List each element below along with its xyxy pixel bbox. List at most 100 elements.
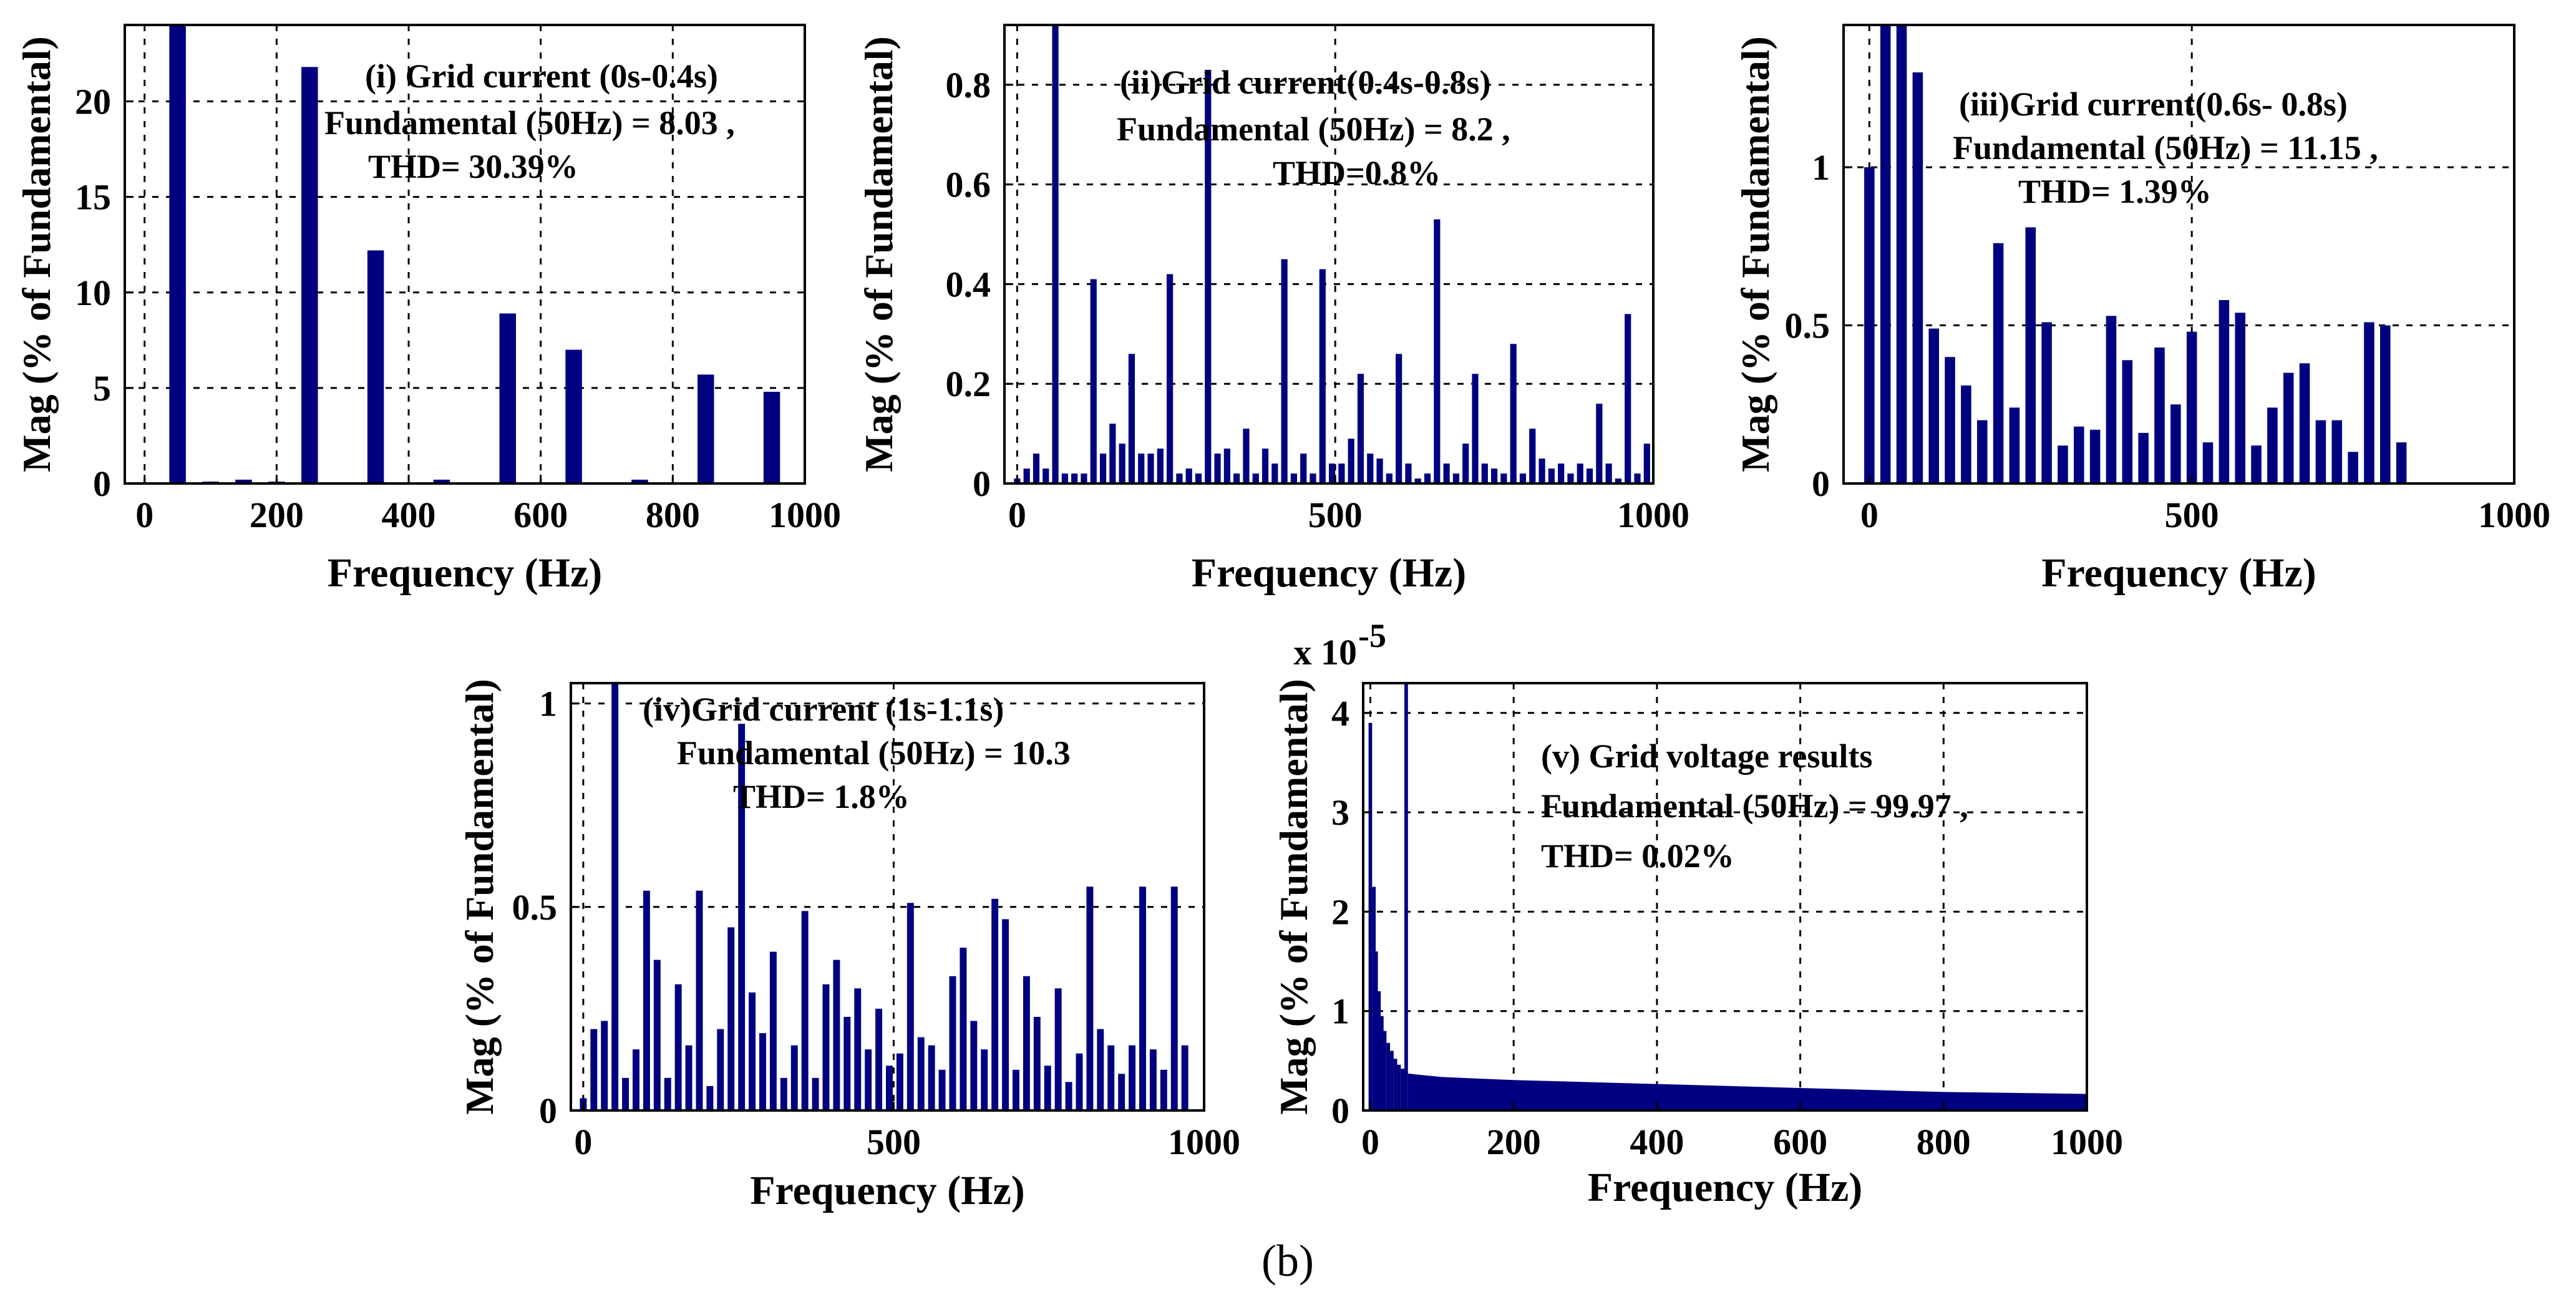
spectrum-bar — [1586, 469, 1593, 483]
spectrum-bar — [2074, 426, 2084, 483]
spectrum-chart-i: 0 200 400 600 800 1000 0 5 10 15 20 Frequency (Hz) M… — [14, 24, 841, 596]
spectrum-bar — [1864, 167, 1875, 483]
bar-series — [1368, 683, 2088, 1111]
spectrum-bar — [970, 1021, 978, 1110]
spectrum-bar — [2299, 363, 2310, 483]
annotation-line: Fundamental (50Hz) = 99.97 , — [1541, 787, 1968, 825]
x-tick-label: 0 — [135, 495, 153, 535]
x-tick-label: 600 — [1773, 1122, 1827, 1162]
spectrum-bar — [1043, 469, 1049, 483]
y-tick-label: 1 — [1331, 991, 1349, 1032]
spectrum-bar — [1071, 474, 1078, 483]
spectrum-bar — [1052, 25, 1059, 483]
spectrum-bar — [1076, 1053, 1083, 1110]
spectrum-bar — [949, 976, 956, 1110]
spectrum-bar — [2009, 407, 2020, 483]
spectrum-bar — [1233, 474, 1240, 483]
spectrum-bar — [896, 1053, 903, 1110]
spectrum-bar — [2315, 420, 2326, 483]
spectrum-bar — [1377, 991, 1381, 1110]
spectrum-bar — [1961, 385, 1971, 483]
y-tick-label: 0.5 — [1785, 306, 1830, 346]
gridlines — [1004, 25, 1653, 483]
spectrum-bar — [1529, 429, 1536, 483]
spectrum-bar — [590, 1029, 598, 1110]
y-tick-label: 0 — [1812, 464, 1830, 504]
annotation-line: THD= 0.02% — [1541, 837, 1734, 875]
spectrum-bar — [1519, 474, 1527, 483]
spectrum-bar — [2219, 300, 2230, 483]
y-tick-label: 0 — [973, 464, 991, 504]
spectrum-bar — [2348, 452, 2358, 483]
spectrum-bar — [1261, 449, 1269, 483]
spectrum-bar — [749, 992, 756, 1110]
spectrum-bar — [1223, 449, 1230, 483]
spectrum-bar — [938, 1069, 946, 1110]
x-axis-label: Frequency (Hz) — [2041, 550, 2316, 596]
spectrum-bar — [1404, 683, 1408, 1110]
x-tick-label: 1000 — [769, 495, 841, 535]
spectrum-bar — [1481, 464, 1488, 483]
annotation-line: THD= 1.39% — [2018, 173, 2212, 210]
spectrum-bar — [1386, 474, 1392, 483]
annotation-line: Fundamental (50Hz) = 8.2 , — [1117, 110, 1510, 148]
spectrum-bar — [1128, 354, 1135, 483]
spectrum-bar — [2089, 429, 2101, 483]
spectrum-bar — [622, 1077, 629, 1110]
spectrum-bar — [801, 911, 809, 1110]
spectrum-bar — [1414, 478, 1421, 483]
spectrum-chart-v: 0 200 400 600 800 1000 0 1 2 3 4 Frequency (Hz) Mag … — [1271, 617, 2123, 1210]
x-tick-label: 400 — [382, 495, 436, 535]
spectrum-bar — [822, 984, 830, 1110]
spectrum-bar — [1407, 1074, 1412, 1110]
spectrum-bar — [1976, 420, 1988, 483]
spectrum-bar — [2186, 331, 2197, 483]
spectrum-bar — [1634, 474, 1641, 483]
spectrum-bar — [367, 250, 384, 483]
spectrum-bar — [1329, 464, 1336, 483]
spectrum-bar — [1548, 469, 1555, 483]
x-tick-label: 200 — [250, 495, 304, 535]
spectrum-bar — [1290, 474, 1298, 483]
spectrum-bar — [833, 959, 840, 1110]
spectrum-bar — [1300, 454, 1307, 483]
spectrum-chart-iv: 0 500 1000 0 0.5 1 Frequency (Hz) Mag (% of Fun… — [457, 679, 1240, 1213]
spectrum-bar — [633, 1049, 639, 1110]
spectrum-bar — [2251, 445, 2262, 483]
spectrum-bar — [928, 1045, 935, 1110]
annotation-line: THD= 1.8% — [733, 778, 910, 815]
x-axis-label: Frequency (Hz) — [1588, 1165, 1863, 1210]
y-tick-label: 1 — [1812, 147, 1830, 188]
spectrum-bar — [1625, 314, 1631, 483]
x-tick-label: 1000 — [2478, 495, 2550, 535]
y-axis-label: Mag (% of Fundamental) — [1271, 679, 1316, 1115]
spectrum-bar — [1928, 328, 1939, 483]
x-tick-label: 0 — [1361, 1122, 1379, 1162]
y-tick-label: 4 — [1331, 693, 1349, 734]
y-tick-label: 0 — [539, 1091, 557, 1131]
plot-frame — [1842, 24, 2515, 485]
spectrum-bar — [1054, 988, 1062, 1110]
spectrum-bar — [1061, 474, 1068, 483]
spectrum-bar — [2041, 322, 2052, 483]
spectrum-bar — [631, 479, 648, 483]
spectrum-bar — [1367, 454, 1374, 483]
spectrum-bar — [706, 1086, 714, 1110]
tick-labels: 0 200 400 600 800 1000 0 1 2 3 4 — [1331, 693, 2123, 1162]
tick-labels: 0 500 1000 0 0.5 1 — [1785, 147, 2551, 535]
x-tick-label: 1000 — [2051, 1122, 2123, 1162]
plot-frame — [1003, 24, 1655, 485]
x-tick-label: 800 — [646, 495, 700, 535]
spectrum-bar — [1129, 1045, 1136, 1110]
spectrum-bar — [1044, 1066, 1051, 1110]
spectrum-bar — [1643, 444, 1650, 483]
annotation-line: THD=0.8% — [1273, 154, 1441, 192]
spectrum-bar — [1185, 469, 1192, 483]
spectrum-bar — [1379, 1016, 1384, 1110]
spectrum-bar — [696, 890, 703, 1110]
annotation-line: Fundamental (50Hz) = 10.3 — [677, 734, 1071, 772]
spectrum-bar — [1252, 474, 1259, 483]
gridlines — [1844, 25, 2514, 483]
spectrum-bar — [991, 898, 999, 1110]
spectrum-bar — [1390, 1051, 1394, 1110]
